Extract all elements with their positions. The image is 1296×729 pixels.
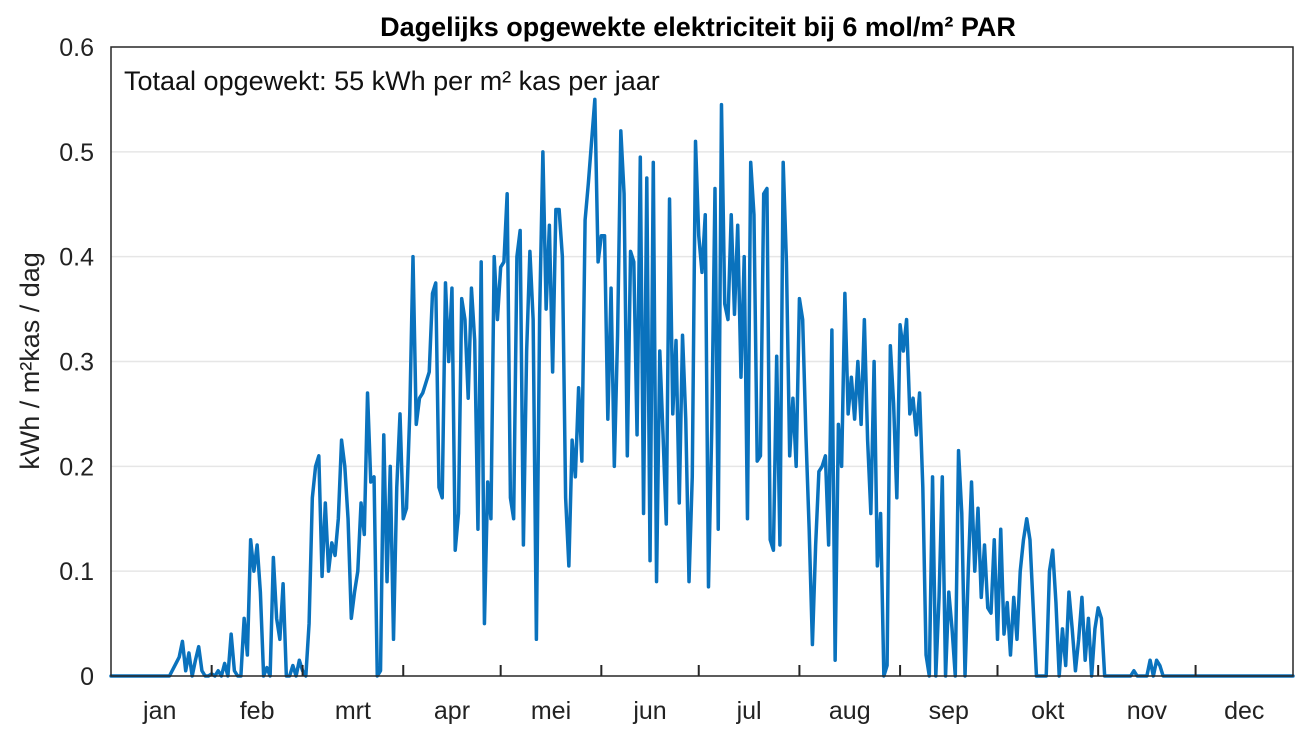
- y-tick-label: 0.4: [59, 244, 94, 272]
- y-tick-label: 0.3: [59, 349, 94, 377]
- x-tick-label: jun: [632, 697, 666, 725]
- ticks: [210, 665, 1197, 676]
- y-tick-label: 0.2: [59, 453, 94, 481]
- y-tick-label: 0: [80, 663, 94, 691]
- x-tick-label: mrt: [335, 697, 371, 725]
- y-tick-labels: 0 0.1 0.2 0.3 0.4 0.5 0.6: [59, 34, 94, 691]
- chart-title: Dagelijks opgewekte elektriciteit bij 6 …: [380, 12, 1016, 42]
- x-tick-label: dec: [1224, 697, 1264, 725]
- x-tick-label: apr: [434, 697, 470, 725]
- x-tick-label: jan: [142, 697, 176, 725]
- x-tick-label: jul: [736, 697, 762, 725]
- y-tick-label: 0.5: [59, 139, 94, 167]
- y-tick-label: 0.6: [59, 34, 94, 62]
- series-line: [109, 97, 1295, 678]
- x-tick-label: sep: [929, 697, 969, 725]
- series-layer: [109, 97, 1295, 678]
- x-tick-label: feb: [240, 697, 275, 725]
- annotation-total: Totaal opgewekt: 55 kWh per m² kas per j…: [124, 66, 660, 96]
- plot-frame: [110, 46, 1294, 677]
- x-tick-label: aug: [829, 697, 871, 725]
- x-tick-label: nov: [1127, 697, 1168, 725]
- x-tick-labels: jan feb mrt apr mei jun jul aug sep okt nov dec: [142, 697, 1264, 725]
- x-tick-label: okt: [1031, 697, 1064, 725]
- gridlines: [111, 151, 1293, 572]
- x-tick-label: mei: [531, 697, 571, 725]
- y-tick-label: 0.1: [59, 558, 94, 586]
- y-axis-label: kWh / m²kas / dag: [15, 252, 45, 470]
